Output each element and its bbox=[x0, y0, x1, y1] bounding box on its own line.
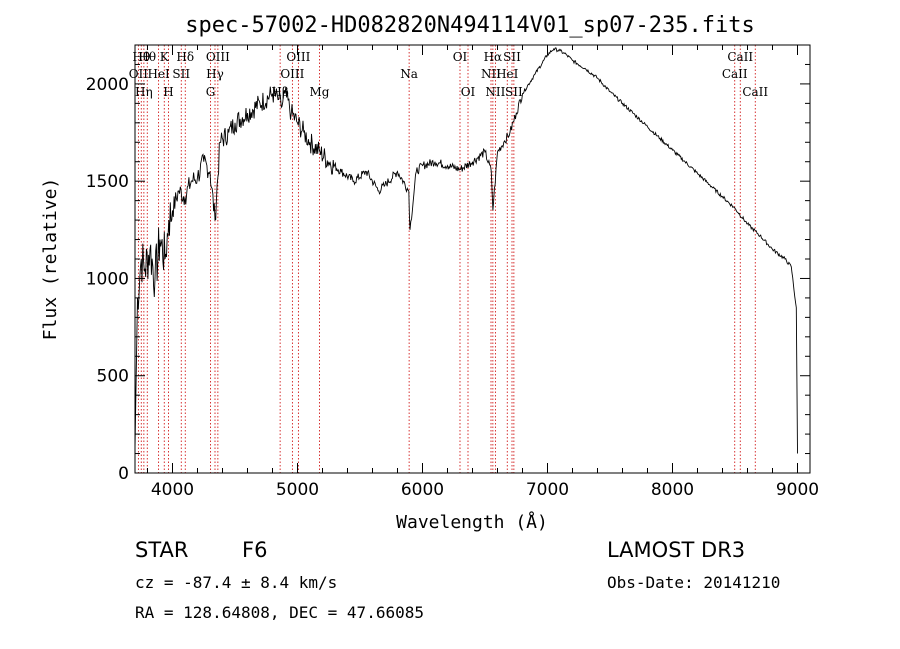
line-label-16: Na bbox=[400, 67, 418, 81]
line-label-7: SII bbox=[172, 67, 190, 81]
line-label-26: CaII bbox=[727, 50, 753, 64]
x-tick-label: 6000 bbox=[401, 480, 444, 500]
spectral-line-labels: OII Hθ Hη Hθ HeI K H SII Hδ G Hγ OIII Hβ OIII OIII Mg Na… bbox=[129, 50, 769, 99]
line-label-12: Hβ bbox=[271, 85, 288, 99]
line-label-9: G bbox=[206, 85, 216, 99]
redshift-cz: cz = -87.4 ± 8.4 km/s bbox=[135, 573, 338, 592]
line-label-0: OII bbox=[129, 67, 149, 81]
x-tick-label: 8000 bbox=[651, 480, 694, 500]
x-tick-label: 9000 bbox=[776, 480, 819, 500]
line-label-24: SII bbox=[505, 85, 523, 99]
line-label-27: CaII bbox=[742, 85, 768, 99]
y-tick-label: 1000 bbox=[86, 269, 129, 289]
chart-title: spec-57002-HD082820N494114V01_sp07-235.f… bbox=[185, 13, 755, 38]
line-label-10: Hγ bbox=[206, 67, 224, 81]
line-label-4: HeI bbox=[147, 67, 170, 81]
x-tick-label: 5000 bbox=[276, 480, 319, 500]
line-label-22: HeI bbox=[496, 67, 519, 81]
x-axis-ticks: 4000 5000 6000 7000 8000 9000 bbox=[147, 45, 819, 500]
y-tick-label: 1500 bbox=[86, 172, 129, 192]
line-label-5: K bbox=[160, 50, 170, 64]
y-axis-ticks: 0 500 1000 1500 2000 bbox=[86, 44, 810, 484]
y-tick-label: 2000 bbox=[86, 75, 129, 95]
line-label-3: Hθ bbox=[138, 50, 156, 64]
line-label-1: Hθ bbox=[132, 50, 150, 64]
line-label-8: Hδ bbox=[176, 50, 194, 64]
observation-date: Obs-Date: 20141210 bbox=[607, 573, 781, 592]
line-label-18: OI bbox=[461, 85, 476, 99]
x-axis-label: Wavelength (Å) bbox=[396, 511, 548, 533]
object-subclass: F6 bbox=[242, 538, 268, 562]
line-label-17: OI bbox=[453, 50, 468, 64]
y-tick-label: 500 bbox=[97, 367, 129, 387]
coordinates: RA = 128.64808, DEC = 47.66085 bbox=[135, 603, 424, 622]
spectral-line-markers bbox=[137, 45, 756, 473]
line-label-2: Hη bbox=[135, 85, 153, 99]
object-class: STAR bbox=[135, 538, 189, 562]
line-label-11: OIII bbox=[206, 50, 230, 64]
line-label-15: Mg bbox=[310, 85, 330, 99]
line-label-13: OIII bbox=[280, 67, 304, 81]
line-label-21: NII bbox=[485, 85, 505, 99]
spectrum-series bbox=[134, 47, 798, 454]
line-label-20: Hα bbox=[484, 50, 503, 64]
line-label-25: CaII bbox=[722, 67, 748, 81]
y-axis-label: Flux (relative) bbox=[40, 178, 61, 341]
line-label-19: NII bbox=[481, 67, 501, 81]
line-label-14: OIII bbox=[286, 50, 310, 64]
spectrum-line bbox=[134, 47, 798, 454]
x-tick-label: 4000 bbox=[151, 480, 194, 500]
line-label-23: SII bbox=[503, 50, 521, 64]
y-tick-label: 0 bbox=[118, 464, 129, 484]
x-tick-label: 7000 bbox=[526, 480, 569, 500]
plot-frame bbox=[134, 44, 811, 474]
line-label-6: H bbox=[163, 85, 173, 99]
survey-name: LAMOST DR3 bbox=[607, 538, 746, 562]
